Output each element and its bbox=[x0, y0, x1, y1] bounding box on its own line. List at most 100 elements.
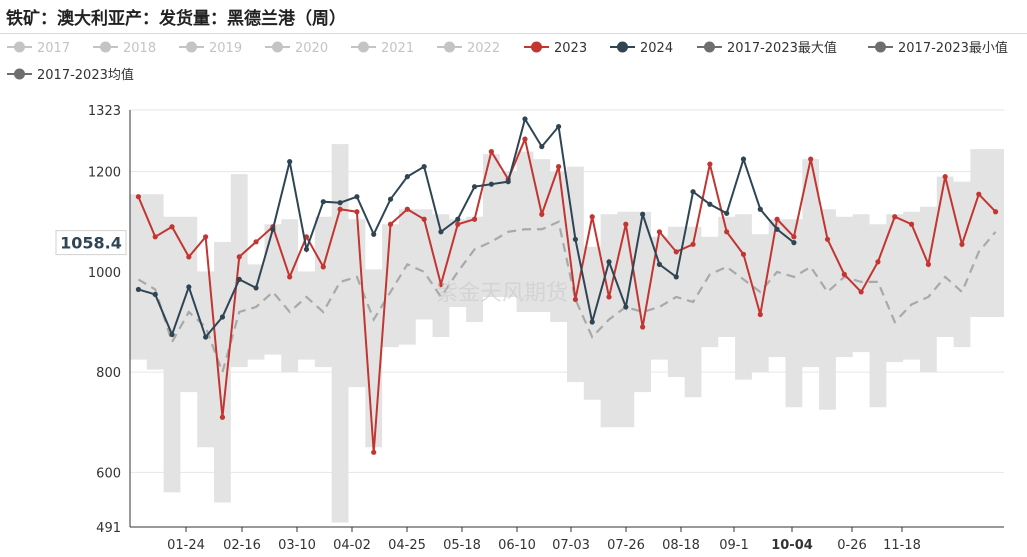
max-min-band bbox=[130, 144, 1004, 523]
legend-marker-2 bbox=[186, 41, 197, 53]
series-point-2023-50 bbox=[976, 191, 982, 197]
series-point-2023-21 bbox=[488, 148, 494, 155]
legend-marker-4 bbox=[358, 41, 369, 53]
legend-label-9: 2017-2023最小值 bbox=[898, 40, 1008, 56]
series-point-2023-25 bbox=[555, 164, 562, 170]
legend: 2017 2018 2019 2020 2021 2022 2023 2024 2017-202… bbox=[7, 40, 1008, 83]
series-point-2023-18 bbox=[438, 281, 444, 288]
x-tick-label-5: 05-18 bbox=[443, 538, 481, 553]
x-tick-label-9: 08-18 bbox=[662, 538, 700, 553]
legend-marker-0 bbox=[14, 41, 25, 53]
y-tick-label-1: 1200 bbox=[88, 166, 121, 181]
series-point-2023-36 bbox=[740, 251, 747, 257]
series-point-2023-9 bbox=[287, 274, 293, 280]
series-point-2024-34 bbox=[707, 201, 713, 207]
series-point-2024-35 bbox=[724, 210, 730, 216]
legend-label-1: 2018 bbox=[123, 41, 156, 56]
series-point-2024-37 bbox=[757, 206, 763, 212]
series-point-2024-12 bbox=[337, 200, 343, 206]
legend-label-5: 2022 bbox=[467, 41, 500, 56]
series-point-2023-20 bbox=[471, 216, 478, 222]
series-point-2023-17 bbox=[421, 216, 427, 222]
series-point-2023-42 bbox=[841, 271, 847, 277]
series-point-2024-21 bbox=[488, 181, 494, 187]
legend-marker-5 bbox=[444, 41, 455, 53]
pointer-label-box bbox=[55, 230, 127, 256]
series-point-2024-7 bbox=[253, 285, 259, 291]
series-point-2023-47 bbox=[925, 261, 931, 267]
title-divider bbox=[0, 33, 1027, 34]
series-point-2023-13 bbox=[354, 209, 360, 215]
series-point-2023-19 bbox=[455, 221, 461, 227]
series-point-2023-6 bbox=[236, 254, 242, 260]
x-tick-label-6: 06-10 bbox=[498, 538, 536, 553]
x-tick-label-1: 02-16 bbox=[223, 538, 261, 553]
series-point-2024-38 bbox=[774, 226, 780, 232]
series-point-2024-33 bbox=[690, 189, 696, 195]
legend-label-6: 2023 bbox=[554, 41, 587, 56]
series-point-2023-28 bbox=[606, 294, 612, 300]
series-point-2024-3 bbox=[186, 284, 192, 290]
series-point-2023-46 bbox=[908, 221, 915, 227]
series-point-2023-12 bbox=[337, 206, 343, 212]
series-point-2024-10 bbox=[303, 246, 310, 252]
series-point-2023-15 bbox=[387, 221, 394, 227]
x-tick-label-10: 09-1 bbox=[719, 538, 749, 553]
series-point-2024-2 bbox=[169, 331, 175, 338]
series-point-2023-44 bbox=[875, 259, 881, 265]
series-point-2023-45 bbox=[892, 214, 898, 220]
chart-title: 铁矿：澳大利亚产：发货量：黑德兰港（周） bbox=[6, 9, 346, 29]
legend-label-4: 2021 bbox=[381, 41, 414, 56]
y-tick-label-0: 1323 bbox=[88, 104, 121, 119]
series-point-2024-24 bbox=[539, 143, 545, 150]
x-tick-label-4: 04-25 bbox=[388, 538, 426, 553]
series-point-2024-26 bbox=[572, 236, 579, 242]
x-tick-label-7: 07-03 bbox=[552, 538, 590, 553]
series-point-2023-39 bbox=[791, 234, 797, 240]
series-point-2024-36 bbox=[740, 156, 747, 162]
y-tick-label-4: 600 bbox=[96, 466, 121, 481]
series-point-2023-26 bbox=[572, 296, 579, 303]
series-point-2023-41 bbox=[824, 236, 831, 242]
series-point-2024-31 bbox=[656, 261, 663, 267]
series-point-2024-11 bbox=[320, 199, 326, 205]
legend-label-10: 2017-2023均值 bbox=[37, 67, 134, 83]
series-point-2023-37 bbox=[757, 311, 763, 318]
series-point-2024-16 bbox=[404, 174, 410, 180]
legend-marker-6 bbox=[531, 41, 542, 53]
series-point-2023-48 bbox=[942, 174, 948, 180]
x-tick-label-3: 04-02 bbox=[333, 538, 371, 553]
series-point-2024-28 bbox=[606, 259, 612, 265]
series-point-2024-1 bbox=[152, 291, 158, 298]
series-point-2024-30 bbox=[640, 211, 646, 217]
series-point-2023-32 bbox=[673, 249, 679, 255]
series-point-2024-18 bbox=[438, 229, 444, 235]
series-point-2023-29 bbox=[623, 221, 629, 227]
legend-marker-3 bbox=[272, 41, 283, 53]
series-point-2023-49 bbox=[959, 241, 965, 247]
x-tick-label-8: 07-26 bbox=[607, 538, 645, 553]
legend-label-8: 2017-2023最大值 bbox=[727, 40, 837, 56]
series-point-2024-22 bbox=[505, 179, 511, 185]
value-pointer: 1058.4 bbox=[55, 230, 127, 256]
x-tick-label-2: 03-10 bbox=[278, 538, 316, 553]
legend-label-3: 2020 bbox=[295, 41, 328, 56]
series-line-2023 bbox=[137, 135, 997, 453]
legend-marker-9 bbox=[875, 41, 886, 53]
x-tick-label-13: 11-18 bbox=[883, 538, 921, 553]
series-point-2023-24 bbox=[539, 211, 545, 217]
series-point-2023-4 bbox=[203, 234, 209, 240]
x-tick-label-11: 10-04 bbox=[771, 538, 813, 553]
series-point-2024-8 bbox=[270, 226, 276, 232]
legend-marker-7 bbox=[617, 41, 628, 53]
series-point-2023-11 bbox=[320, 264, 326, 270]
series-point-2024-15 bbox=[387, 196, 394, 202]
series-point-2023-14 bbox=[371, 449, 377, 455]
legend-label-0: 2017 bbox=[37, 41, 70, 56]
series-point-2024-13 bbox=[354, 194, 360, 200]
series-point-2024-20 bbox=[471, 184, 478, 190]
series-point-2023-33 bbox=[690, 241, 696, 247]
y-tick-label-3: 800 bbox=[96, 366, 121, 381]
series-point-2024-5 bbox=[219, 314, 226, 320]
